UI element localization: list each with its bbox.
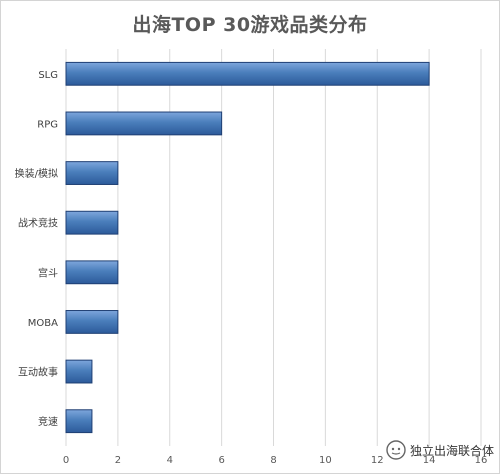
x-tick-label: 12: [371, 455, 384, 466]
bar: [65, 409, 93, 434]
category-label: MOBA: [28, 318, 58, 329]
wechat-icon: [386, 440, 406, 460]
category-label: 战术竞技: [18, 217, 58, 230]
bar: [65, 310, 119, 334]
bar: [65, 61, 430, 86]
x-tick-label: 2: [115, 455, 121, 466]
bar: [65, 111, 223, 136]
bar: [65, 161, 119, 185]
category-label: 宫斗: [38, 266, 58, 279]
grid-layer: [65, 49, 482, 446]
x-tick-label: 6: [218, 455, 224, 466]
watermark: 独立出海联合体: [386, 440, 494, 460]
bar: [65, 210, 119, 235]
x-tick-label-layer: 0 2 4 6 8 10 12 14 16: [63, 455, 488, 466]
x-tick-label: 4: [167, 455, 173, 466]
bar: [65, 260, 119, 285]
category-label: 换装/模拟: [15, 167, 58, 180]
x-tick-label: 16: [475, 455, 488, 466]
category-label: 互动故事: [18, 366, 58, 379]
x-tick-label: 14: [423, 455, 436, 466]
category-label: 竞速: [38, 415, 58, 428]
bar-layer: [65, 61, 430, 434]
x-tick-label: 0: [63, 455, 69, 466]
bar: [65, 359, 93, 384]
chart-title: 出海TOP 30游戏品类分布: [132, 14, 368, 36]
category-label: RPG: [37, 119, 58, 130]
x-tick-label: 8: [270, 455, 276, 466]
x-tick-label: 10: [319, 455, 332, 466]
category-label: SLG: [38, 70, 58, 81]
watermark-text: 独立出海联合体: [409, 443, 494, 458]
